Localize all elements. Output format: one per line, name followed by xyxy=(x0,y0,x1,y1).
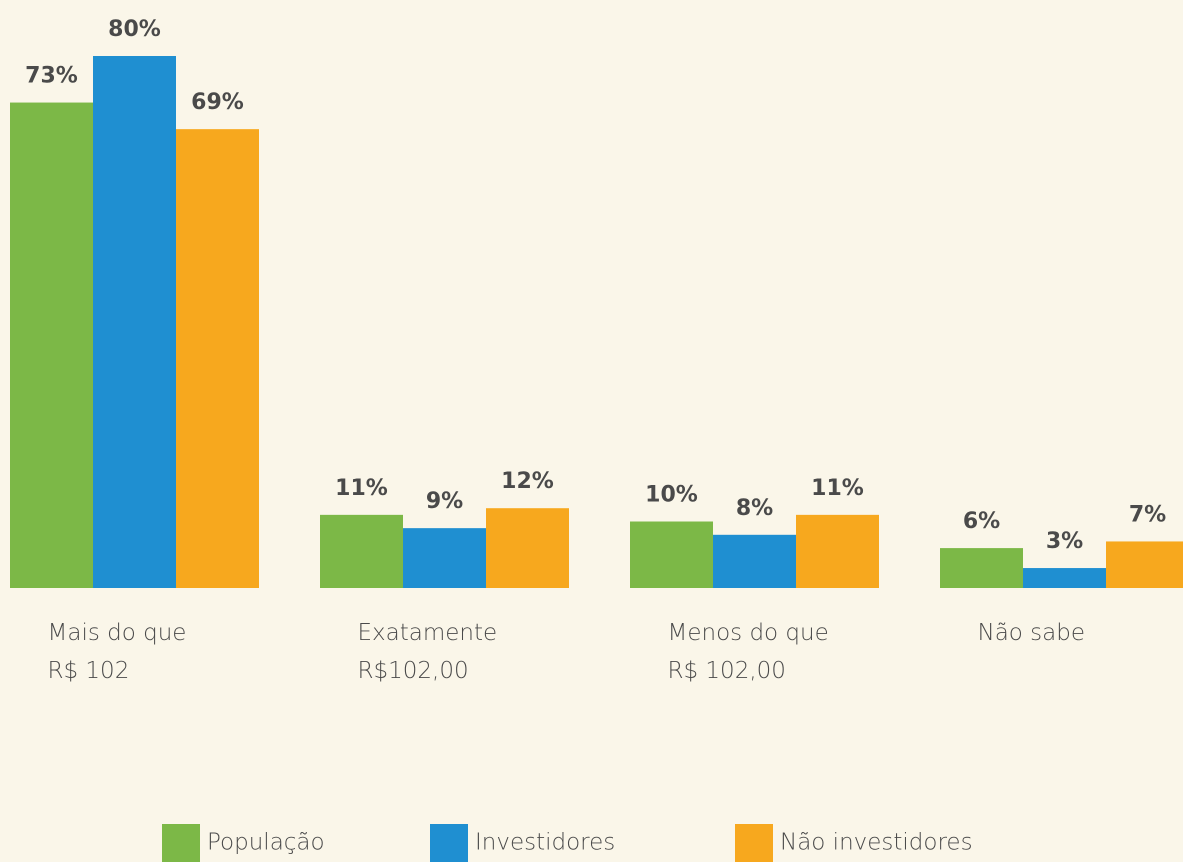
value-label: 7% xyxy=(1129,502,1166,527)
value-label: 9% xyxy=(426,489,463,514)
bar xyxy=(176,129,259,588)
bar xyxy=(796,514,879,588)
legend-label: População xyxy=(207,830,325,856)
value-label: 12% xyxy=(501,469,554,494)
value-label: 6% xyxy=(963,509,1000,534)
legend-label: Não investidores xyxy=(780,830,973,856)
x-tick-label: Não sabe xyxy=(977,620,1086,646)
bar xyxy=(713,534,796,588)
bar xyxy=(1106,541,1183,588)
value-label: 73% xyxy=(25,64,78,89)
legend-swatch xyxy=(162,824,200,862)
legend-swatch xyxy=(430,824,468,862)
bar xyxy=(93,56,176,588)
value-label: 8% xyxy=(736,496,773,521)
bar xyxy=(403,528,486,588)
value-label: 3% xyxy=(1046,529,1083,554)
bar xyxy=(1023,568,1106,588)
x-tick-label: Menos do que R$ 102,00 xyxy=(667,620,829,684)
value-label: 11% xyxy=(335,476,388,501)
value-label: 80% xyxy=(108,17,161,42)
bar xyxy=(10,102,93,589)
value-label: 69% xyxy=(191,90,244,115)
legend-swatch xyxy=(735,824,773,862)
bar xyxy=(320,514,403,588)
x-tick-label: Exatamente R$102,00 xyxy=(357,620,498,684)
value-label: 10% xyxy=(645,483,698,508)
bar xyxy=(630,521,713,588)
bar xyxy=(486,508,569,588)
legend-label: Investidores xyxy=(475,830,615,856)
bar xyxy=(940,548,1023,588)
x-tick-label: Mais do que R$ 102 xyxy=(47,620,187,684)
value-label: 11% xyxy=(811,476,864,501)
